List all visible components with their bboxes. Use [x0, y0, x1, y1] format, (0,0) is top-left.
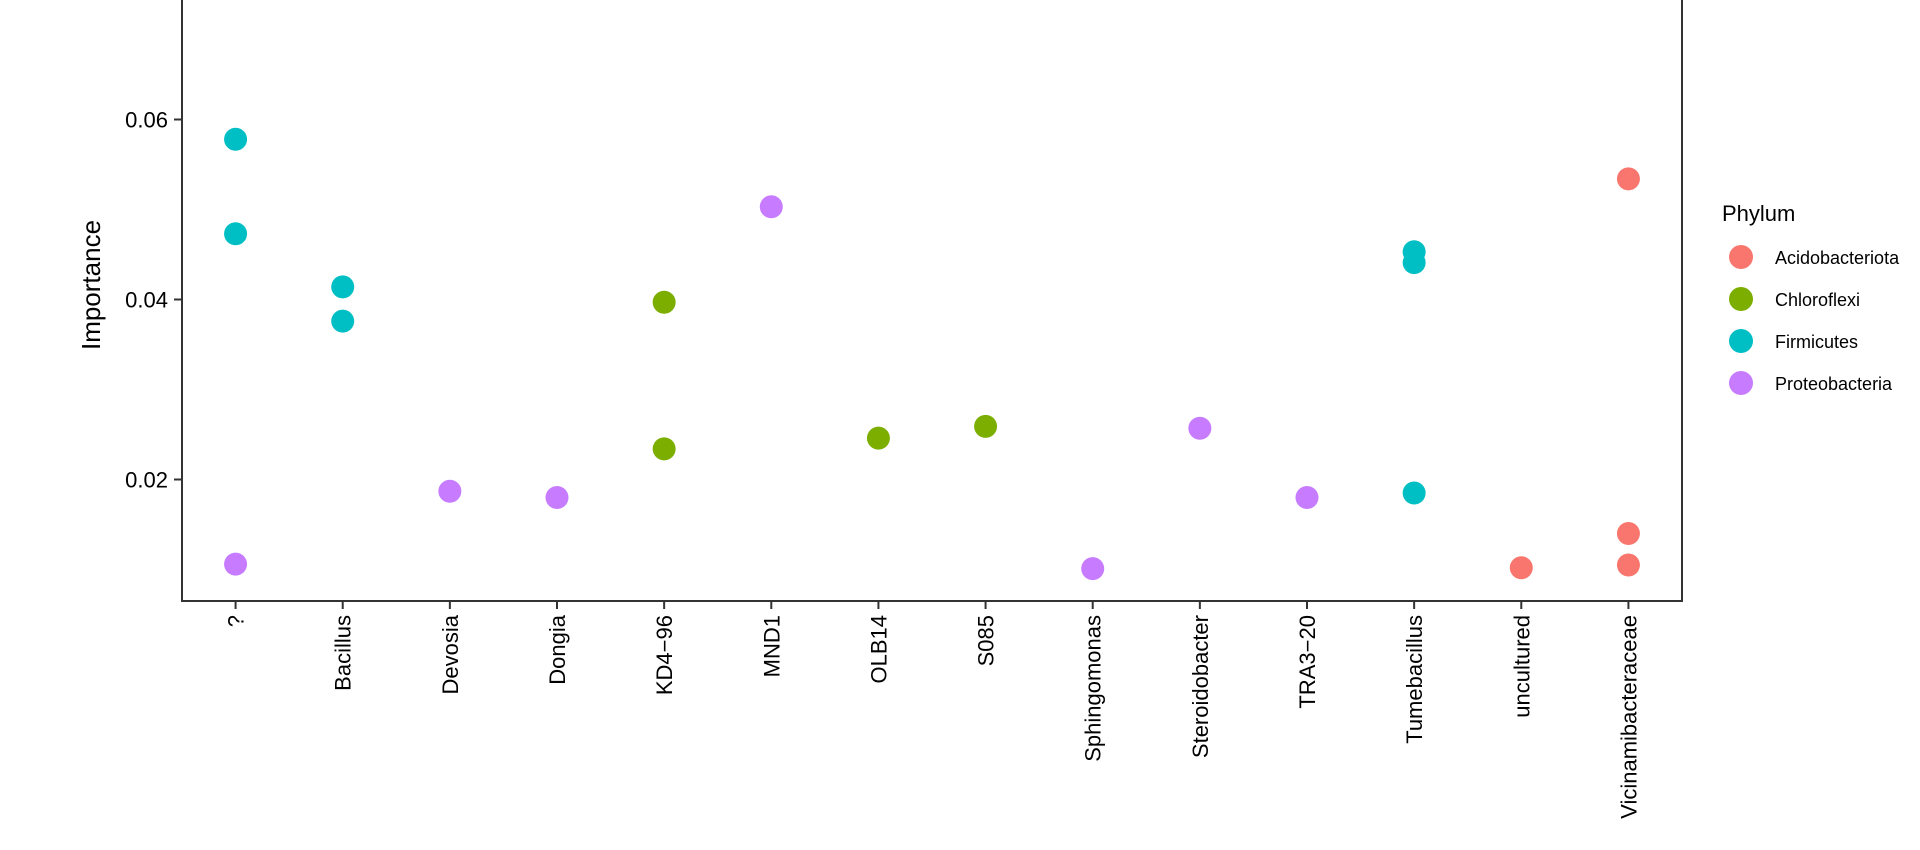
data-point: [545, 486, 569, 509]
x-tick-label: Tumebacillus: [1402, 615, 1427, 744]
legend-key: [1729, 245, 1753, 269]
data-point: [759, 195, 783, 219]
data-points: [224, 127, 1640, 581]
x-tick-label: Sphingomonas: [1081, 615, 1106, 762]
y-tick-label: 0.02: [125, 468, 168, 493]
data-point: [1081, 557, 1105, 581]
legend-key: [1729, 329, 1753, 353]
data-point: [1402, 481, 1426, 505]
data-point: [331, 309, 355, 333]
legend-key: [1729, 371, 1753, 395]
y-axis-title: Importance: [76, 220, 106, 350]
data-point: [331, 275, 355, 299]
x-tick-label: MND1: [759, 615, 784, 677]
x-tick-label: Bacillus: [331, 615, 356, 691]
data-point: [866, 426, 890, 450]
data-point: [652, 437, 676, 461]
legend: Phylum Acidobacteriota Chloroflexi Firmicu…: [1722, 201, 1900, 395]
data-point: [1509, 556, 1533, 580]
data-point: [974, 414, 998, 438]
plot-panel: [181, 0, 1683, 602]
x-tick-label: OLB14: [866, 615, 891, 684]
x-tick-label: S085: [974, 615, 999, 666]
x-tick-label: KD4−96: [652, 615, 677, 695]
x-tick-label: TRA3−20: [1295, 615, 1320, 709]
data-point: [1295, 486, 1319, 509]
data-point: [224, 222, 248, 246]
x-tick-label: ?: [224, 615, 249, 627]
legend-key: [1729, 287, 1753, 311]
x-tick-label: Vicinamibacteraceae: [1616, 615, 1641, 819]
x-tick-label: Steroidobacter: [1188, 615, 1213, 758]
data-point: [1188, 416, 1212, 440]
data-point: [1616, 522, 1640, 545]
x-axis: ? Bacillus Devosia Dongia KD4−96 MND1 OLB14 S08…: [224, 601, 1641, 819]
x-tick-label: uncultured: [1509, 615, 1534, 718]
y-axis: 0.02 0.04 0.06: [125, 108, 182, 493]
x-tick-label: Devosia: [438, 614, 463, 694]
y-tick-label: 0.04: [125, 288, 168, 313]
data-point: [1402, 251, 1426, 275]
data-point: [224, 127, 248, 151]
data-point: [1616, 167, 1640, 191]
legend-label: Proteobacteria: [1775, 374, 1893, 394]
data-point: [438, 479, 462, 503]
x-tick-label: Dongia: [545, 614, 570, 684]
data-point: [1616, 553, 1640, 577]
data-point: [652, 290, 676, 314]
legend-label: Chloroflexi: [1775, 290, 1860, 310]
legend-label: Firmicutes: [1775, 332, 1858, 352]
data-point: [224, 552, 248, 576]
y-tick-label: 0.06: [125, 108, 168, 133]
legend-label: Acidobacteriota: [1775, 248, 1900, 268]
legend-title: Phylum: [1722, 201, 1795, 226]
